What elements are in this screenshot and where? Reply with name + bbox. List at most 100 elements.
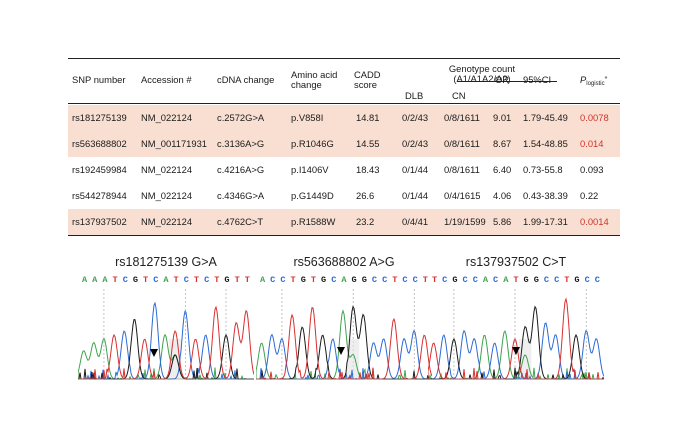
cell-snp: rs137937502 — [72, 216, 127, 227]
cell-or: 4.06 — [493, 190, 512, 201]
table-header-rule — [68, 103, 620, 104]
base-letter: A — [341, 275, 347, 285]
base-letter: T — [214, 275, 220, 285]
cell-dlb: 0/2/43 — [402, 138, 429, 149]
base-letter: T — [234, 275, 240, 285]
base-letter: A — [163, 275, 169, 285]
cell-p: 0.22 — [580, 190, 599, 201]
base-letter: C — [584, 275, 590, 285]
genotype-group-rule — [457, 81, 557, 82]
cell-cn: 0/8/1611 — [444, 138, 480, 149]
base-letter: C — [183, 275, 189, 285]
cell-cdna: c.2572G>A — [217, 112, 265, 123]
cell-or: 6.40 — [493, 164, 512, 175]
cell-accession: NM_022124 — [141, 216, 193, 227]
base-letter: C — [554, 275, 560, 285]
base-letter: C — [402, 275, 408, 285]
trace-curve-G — [78, 319, 254, 380]
header-cn: CN — [452, 90, 466, 101]
cell-accession: NM_022124 — [141, 112, 193, 123]
cell-cdna: c.4762C>T — [217, 216, 264, 227]
cell-cdna: c.4216A>G — [217, 164, 265, 175]
base-letter: A — [102, 275, 108, 285]
base-letter: C — [543, 275, 550, 285]
header-accession: Accession # — [141, 74, 192, 85]
base-letter: T — [173, 275, 179, 285]
base-letter: A — [82, 275, 88, 285]
base-letter: C — [122, 275, 128, 285]
cell-p: 0.0078 — [580, 112, 609, 123]
cell-dlb: 0/2/43 — [402, 112, 429, 123]
cell-amino-acid: p.G1449D — [291, 190, 334, 201]
base-letter: T — [290, 275, 296, 285]
variant-arrow-icon — [512, 347, 520, 355]
cell-95ci: 1.54-48.85 — [523, 138, 568, 149]
cell-snp: rs192459984 — [72, 164, 127, 175]
cell-cadd: 26.6 — [356, 190, 375, 201]
base-letter: C — [442, 275, 448, 285]
base-letter: A — [92, 275, 98, 285]
cell-accession: NM_022124 — [141, 164, 193, 175]
p-subscript: logistic — [586, 81, 605, 87]
header-95ci: 95%CI — [523, 74, 552, 85]
base-letter: T — [392, 275, 398, 285]
base-letter: G — [132, 275, 139, 285]
trace-2 — [256, 289, 432, 381]
chromatogram-title-2: rs563688802 A>G — [293, 255, 395, 269]
base-letter: T — [143, 275, 149, 285]
header-cadd-score: CADD score — [354, 70, 381, 90]
cell-cadd: 14.81 — [356, 112, 380, 123]
table-row: rs192459984 NM_022124 c.4216A>G p.I1406V 18.… — [68, 157, 620, 183]
base-letter: C — [493, 275, 499, 285]
base-letter: C — [280, 275, 286, 285]
cell-p: 0.0014 — [580, 216, 609, 227]
base-letter: C — [204, 275, 210, 285]
cell-cn: 0/8/1611 — [444, 112, 480, 123]
cell-dlb: 0/1/44 — [402, 164, 429, 175]
cell-amino-acid: p.V858I — [291, 112, 324, 123]
base-letter: G — [533, 275, 539, 285]
cell-95ci: 1.79-45.49 — [523, 112, 568, 123]
header-cadd-line1: CADD — [354, 69, 381, 80]
header-genotype-line2: (A1/A1A2/A2) — [453, 73, 511, 84]
cell-snp: rs181275139 — [72, 112, 127, 123]
base-letter: G — [361, 275, 367, 285]
base-letter: T — [432, 275, 438, 285]
header-amino-acid: Amino acid change — [291, 70, 337, 90]
header-or: OR — [495, 74, 510, 85]
header-genotype-count: Genotype count (A1/A1A2/A2) — [407, 64, 557, 84]
header-genotype-line1: Genotype count — [448, 63, 516, 74]
variant-arrow-icon — [337, 347, 345, 355]
base-letter: C — [153, 275, 159, 285]
base-letter: T — [112, 275, 118, 285]
base-letter: C — [270, 275, 276, 285]
chromatogram-title-3: rs137937502 C>T — [465, 255, 567, 269]
p-symbol: P — [580, 74, 587, 85]
cell-cdna: c.4346G>A — [217, 190, 265, 201]
trace-1 — [78, 289, 254, 380]
base-letter: G — [523, 275, 529, 285]
header-snp-number: SNP number — [72, 74, 126, 85]
base-letter: G — [224, 275, 230, 285]
header-amino-acid-line2: change — [291, 79, 322, 90]
cell-or: 5.86 — [493, 216, 512, 227]
cell-amino-acid: p.R1588W — [291, 216, 336, 227]
base-letter: G — [351, 275, 357, 285]
base-letter: C — [382, 275, 388, 285]
base-letter: C — [331, 275, 337, 285]
variant-shading — [347, 339, 360, 379]
table-bottom-rule — [68, 235, 620, 236]
trace-curve-G — [428, 305, 604, 380]
header-p-logistic: Plogistic* — [580, 75, 607, 89]
cell-amino-acid: p.R1046G — [291, 138, 334, 149]
cell-snp: rs563688802 — [72, 138, 127, 149]
header-cdna-change: cDNA change — [217, 74, 275, 85]
cell-95ci: 0.43-38.39 — [523, 190, 568, 201]
table-row: rs137937502 NM_022124 c.4762C>T p.R1588W 23.… — [68, 209, 620, 235]
base-letter: G — [300, 275, 306, 285]
cell-cadd: 23.2 — [356, 216, 375, 227]
cell-dlb: 0/1/44 — [402, 190, 429, 201]
base-letter: C — [462, 275, 468, 285]
cell-cdna: c.3136A>G — [217, 138, 265, 149]
